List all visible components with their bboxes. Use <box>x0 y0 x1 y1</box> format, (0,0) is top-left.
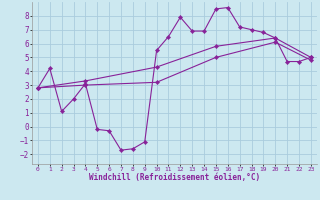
X-axis label: Windchill (Refroidissement éolien,°C): Windchill (Refroidissement éolien,°C) <box>89 173 260 182</box>
